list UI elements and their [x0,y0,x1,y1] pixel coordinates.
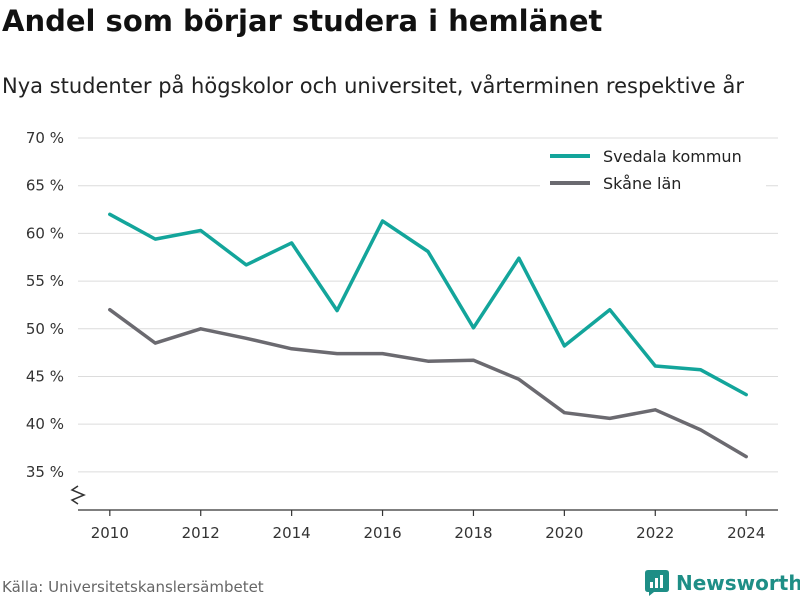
brand-name: Newsworthy [676,571,800,595]
y-tick-label: 55 % [26,272,64,290]
y-axis: 35 % 40 % 45 % 50 % 55 % 60 % 65 % 70 % [26,129,86,505]
newsworthy-logo-icon [645,570,669,596]
legend-background [540,142,766,198]
y-tick-label: 50 % [26,320,64,338]
x-tick-label: 2022 [636,524,674,542]
legend-label: Skåne län [603,174,681,193]
x-tick-label: 2010 [91,524,129,542]
x-axis: 2010 2012 2014 2016 2018 2020 2022 2024 [78,509,778,542]
y-tick-label: 35 % [26,463,64,481]
y-tick-label: 60 % [26,224,64,242]
x-tick-label: 2024 [727,524,765,542]
brand-logo[interactable]: Newsworthy [644,568,800,598]
chart-title: Andel som börjar studera i hemlänet [2,4,603,38]
series-line-svedala-kommun [108,212,748,397]
y-tick-label: 70 % [26,129,64,147]
x-tick-label: 2020 [545,524,583,542]
line-chart: 35 %40 %45 %50 %55 %60 %65 %70 % 2010 201… [26,129,778,542]
x-tick-label: 2012 [182,524,220,542]
source-note: Källa: Universitetskanslersämbetet [2,578,264,596]
legend-label: Svedala kommun [603,147,742,166]
series-lines [108,212,748,459]
y-tick-label: 40 % [26,415,64,433]
y-tick-label: 45 % [26,367,64,385]
legend: Svedala kommun Skåne län [540,142,766,198]
x-tick-label: 2016 [363,524,401,542]
x-tick-label: 2018 [454,524,492,542]
axis-break-icon [70,485,86,505]
y-tick-label: 65 % [26,177,64,195]
series-line-skane-lan [108,307,748,459]
chart-subtitle: Nya studenter på högskolor och universit… [2,74,744,98]
x-tick-label: 2014 [273,524,311,542]
